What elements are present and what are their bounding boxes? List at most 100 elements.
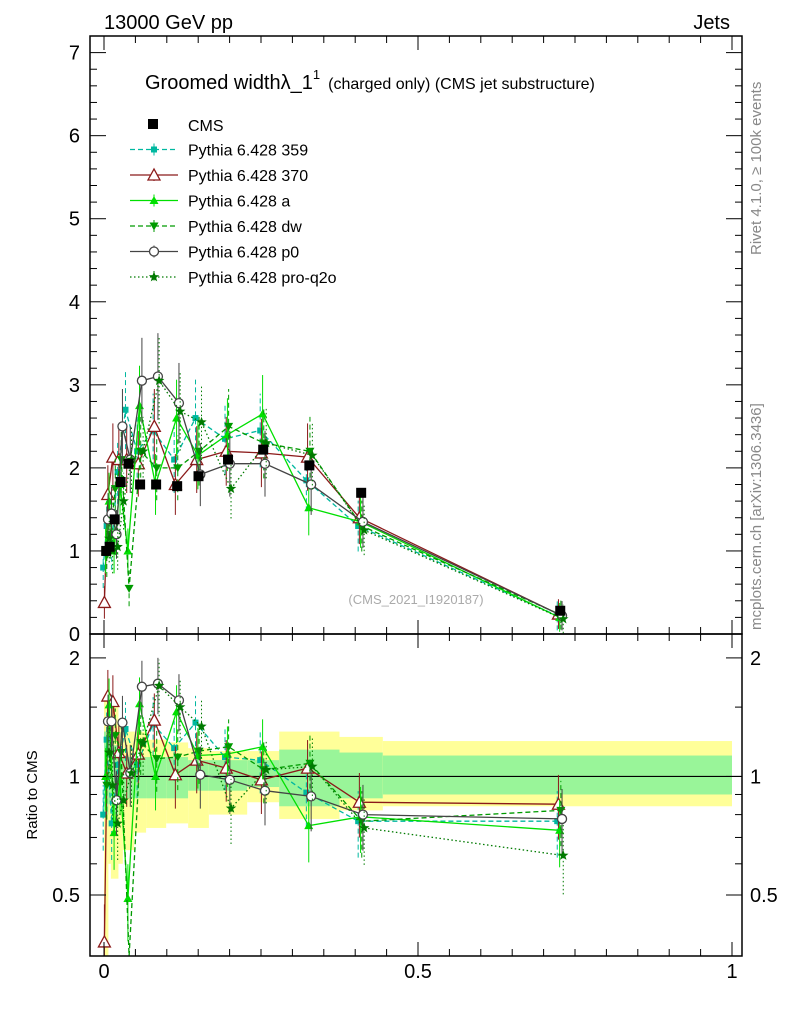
- ratio-point: [357, 809, 369, 820]
- data-point: [153, 375, 165, 386]
- legend-marker: [148, 119, 158, 129]
- y-tick-label: 6: [69, 126, 80, 148]
- legend-label: Pythia 6.428 pro-q2o: [188, 270, 337, 287]
- ratio-point: [224, 743, 234, 752]
- data-point: [303, 477, 310, 484]
- legend-label: Pythia 6.428 359: [188, 143, 308, 160]
- cms-point: [223, 454, 234, 465]
- data-point: [222, 430, 232, 439]
- ratio-series-1: [97, 669, 566, 956]
- legend-marker: [148, 271, 160, 282]
- data-point: [307, 449, 318, 460]
- uncertainty-band-inner: [382, 755, 732, 795]
- ratio-series-4: [102, 657, 568, 856]
- data-point: [171, 456, 178, 463]
- data-point: [152, 464, 162, 473]
- uncertainty-band-inner: [108, 738, 111, 805]
- data-point: [304, 503, 314, 512]
- data-point: [122, 406, 129, 413]
- data-point: [558, 613, 569, 624]
- ratio-point: [153, 680, 165, 691]
- ratio-series-5: [104, 659, 569, 895]
- ratio-point: [225, 802, 237, 813]
- legend-marker: [151, 146, 157, 153]
- series-line: [106, 425, 562, 616]
- ratio-point: [112, 817, 123, 828]
- data-point: [134, 448, 141, 455]
- ratio-point: [116, 749, 126, 758]
- x-tick-label: 1: [726, 961, 737, 983]
- legend-marker: [146, 167, 162, 181]
- ratio-point: [152, 755, 162, 764]
- ratio-point: [554, 818, 561, 825]
- cms-point: [555, 605, 566, 616]
- ratio-point: [195, 769, 206, 780]
- ratio-line: [108, 683, 563, 820]
- cms-point: [151, 479, 162, 490]
- ratio-point: [189, 752, 204, 766]
- data-point: [305, 447, 315, 456]
- ratio-line: [104, 703, 560, 899]
- main-panel: 0 1 2 3 4 5 6 7 (CMS_2021_I1920187) Groomed wid…: [69, 35, 743, 646]
- ratio-point: [355, 818, 362, 825]
- y-tick-label: 1: [69, 541, 80, 563]
- ratio-point: [137, 736, 149, 747]
- data-point: [261, 437, 272, 448]
- data-point: [114, 469, 121, 476]
- series-line: [108, 379, 564, 620]
- ratio-y-tick-label-right: 0.5: [750, 885, 778, 907]
- y-tick-label: 0: [69, 624, 80, 646]
- watermark: (CMS_2021_I1920187): [348, 592, 483, 607]
- ratio-point: [110, 732, 120, 741]
- ratio-point: [261, 764, 272, 775]
- ratio-point: [111, 795, 122, 806]
- data-point: [257, 427, 264, 434]
- ratio-point: [306, 791, 317, 802]
- ratio-line: [102, 721, 558, 824]
- ratio-point: [147, 712, 162, 726]
- ratio-point: [224, 774, 235, 786]
- data-point: [137, 445, 149, 456]
- cms-point: [123, 458, 134, 469]
- ratio-point: [558, 850, 569, 860]
- chart-title: Groomed widthλ_11(charged only) (CMS jet…: [145, 67, 595, 94]
- legend-label: Pythia 6.428 p0: [188, 245, 299, 262]
- ratio-point: [173, 695, 185, 706]
- ratio-point: [556, 813, 568, 825]
- cms-point: [304, 460, 315, 471]
- cms-point: [135, 479, 146, 490]
- side-bottom-label: mcplots.cern.ch [arXiv:1306.3436]: [748, 403, 765, 630]
- series-line: [104, 405, 560, 618]
- ratio-point: [123, 893, 133, 902]
- data-point: [224, 422, 234, 431]
- data-point: [110, 485, 120, 494]
- y-tick-label: 3: [69, 375, 80, 397]
- ratio-point: [100, 811, 107, 818]
- legend-label: CMS: [188, 118, 224, 135]
- data-point: [357, 516, 369, 528]
- ratio-point: [303, 789, 310, 796]
- cms-point: [193, 471, 204, 482]
- ratio-point: [151, 771, 161, 780]
- data-point: [112, 541, 123, 552]
- ratio-point: [171, 745, 178, 752]
- series-0: [100, 370, 561, 631]
- cms-point: [115, 477, 126, 488]
- data-point: [100, 564, 107, 571]
- data-point: [222, 435, 229, 442]
- x-tick-label: 0: [98, 961, 109, 983]
- ratio-y-tick-label-right: 2: [750, 648, 761, 670]
- legend-marker: [149, 196, 159, 204]
- ratio-point: [106, 716, 117, 727]
- ratio-point: [307, 761, 318, 771]
- ratio-y-tick-label: 1: [69, 766, 80, 788]
- cms-point: [172, 481, 183, 492]
- data-point: [111, 529, 122, 540]
- ratio-point: [259, 785, 271, 796]
- ratio-point: [258, 742, 268, 751]
- data-point: [136, 375, 148, 386]
- uncertainty-band-inner: [339, 752, 383, 799]
- data-point: [258, 409, 268, 418]
- data-point: [117, 421, 128, 432]
- cms-data: [101, 444, 566, 616]
